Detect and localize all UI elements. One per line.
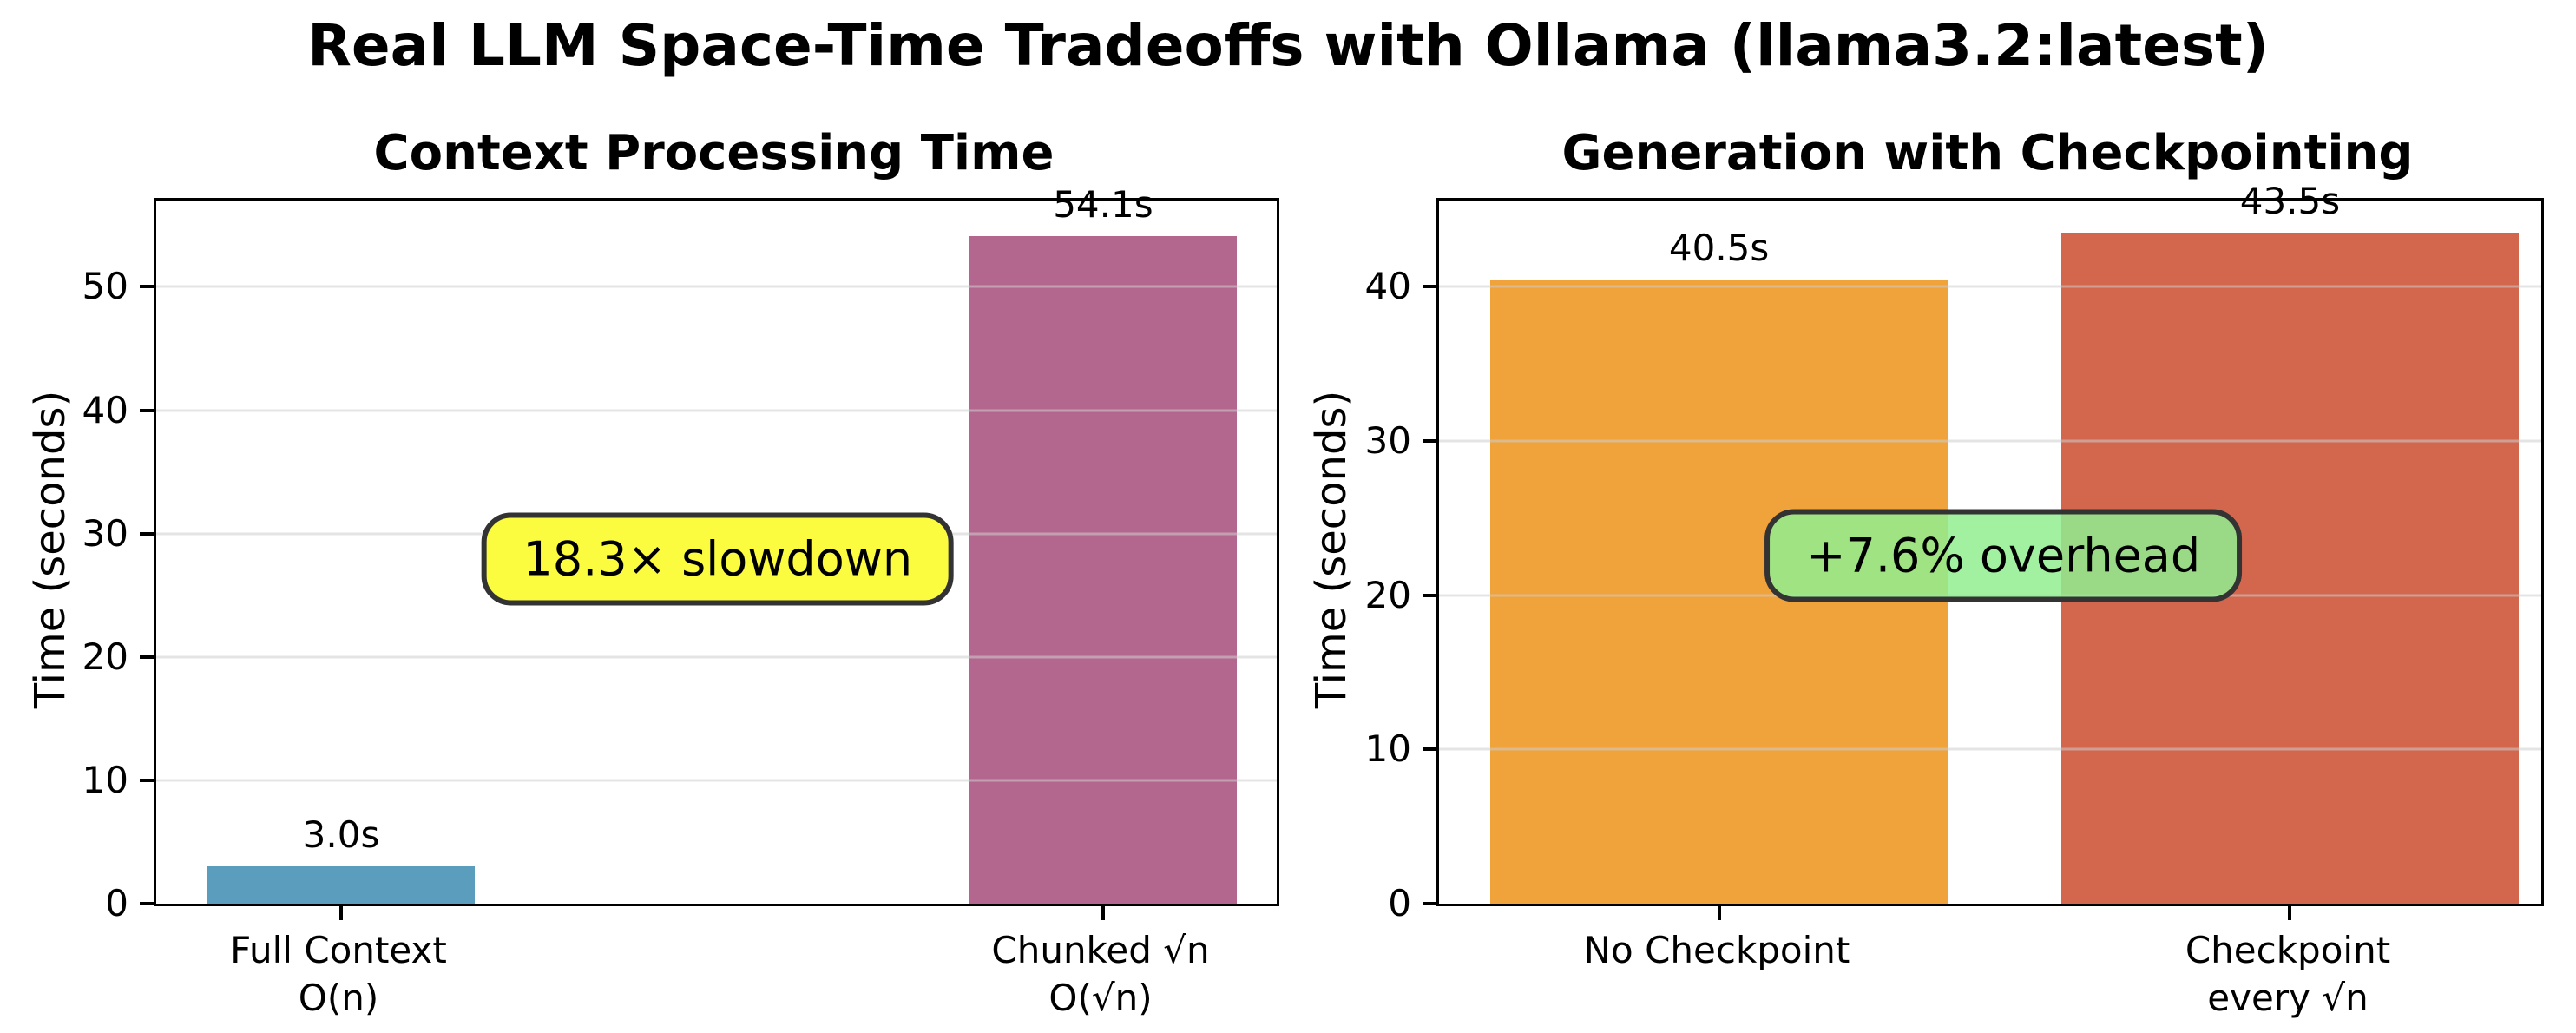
y-tick-mark — [1423, 747, 1436, 752]
bar-full-context — [207, 866, 476, 904]
y-tick-label: 50 — [82, 265, 128, 308]
y-tick-label: 20 — [1364, 573, 1411, 616]
y-tick-mark — [140, 778, 154, 782]
y-tick-mark — [140, 531, 154, 536]
y-tick-mark — [1423, 439, 1436, 444]
bar-value-label: 43.5s — [2239, 180, 2341, 223]
figure-title: Real LLM Space-Time Tradeoffs with Ollam… — [307, 12, 2269, 79]
y-tick-label: 40 — [1364, 265, 1411, 308]
annotation-slowdown-badge: 18.3× slowdown — [481, 512, 955, 606]
x-tick-mark — [2288, 906, 2292, 920]
bar-value-label: 3.0s — [302, 813, 380, 857]
y-axis-label-left: Time (seconds) — [23, 198, 78, 901]
y-gridline — [1439, 285, 2541, 288]
plot-area-generation: 40.5s 43.5s +7.6% overhead 0 10 20 30 40 — [1365, 180, 2544, 922]
y-tick-label: 0 — [1388, 882, 1411, 924]
bar-value-label: 54.1s — [1053, 183, 1153, 227]
y-axis-label-right: Time (seconds) — [1304, 198, 1359, 901]
y-gridline — [1439, 439, 2541, 443]
y-tick-mark — [140, 285, 154, 289]
y-tick-mark — [1423, 285, 1436, 289]
y-tick-label: 40 — [82, 388, 128, 431]
y-tick-label: 0 — [105, 882, 128, 924]
y-gridline — [156, 655, 1277, 659]
y-tick-label: 20 — [82, 635, 128, 678]
x-tick-label-no-checkpoint: No Checkpoint — [1583, 929, 1850, 971]
y-tick-label: 10 — [1364, 727, 1411, 771]
y-tick-label: 30 — [82, 511, 128, 555]
y-gridline — [156, 409, 1277, 412]
y-tick-label: 30 — [1364, 419, 1411, 463]
y-tick-mark — [140, 408, 154, 412]
subplot-title-context: Context Processing Time — [373, 125, 1055, 181]
bar-value-label: 40.5s — [1668, 226, 1770, 269]
subplot-title-generation: Generation with Checkpointing — [1561, 125, 2414, 181]
bar-chunked-sqrt-n — [969, 236, 1238, 904]
y-tick-mark — [1423, 902, 1436, 905]
y-tick-label: 10 — [82, 758, 128, 801]
x-tick-label-chunked: Chunked √n O(√n) — [991, 929, 1210, 1019]
x-tick-label-checkpoint: Checkpoint every √n — [2185, 929, 2391, 1019]
y-tick-mark — [140, 655, 154, 659]
y-gridline — [156, 779, 1277, 782]
y-axis-label-text: Time (seconds) — [1307, 390, 1356, 709]
y-gridline — [156, 285, 1277, 288]
x-tick-label-full-context: Full Context O(n) — [230, 929, 447, 1019]
plot-area-context: 3.0s 54.1s 18.3× slowdown 0 10 20 30 40 50 — [82, 183, 1279, 922]
x-tick-mark — [1717, 906, 1721, 920]
y-gridline — [1439, 747, 2541, 751]
y-axis-label-text: Time (seconds) — [26, 390, 75, 709]
y-tick-mark — [140, 902, 154, 905]
annotation-overhead-badge: +7.6% overhead — [1764, 509, 2243, 602]
x-tick-mark — [339, 906, 343, 920]
y-tick-mark — [1423, 593, 1436, 597]
x-tick-mark — [1101, 906, 1105, 920]
